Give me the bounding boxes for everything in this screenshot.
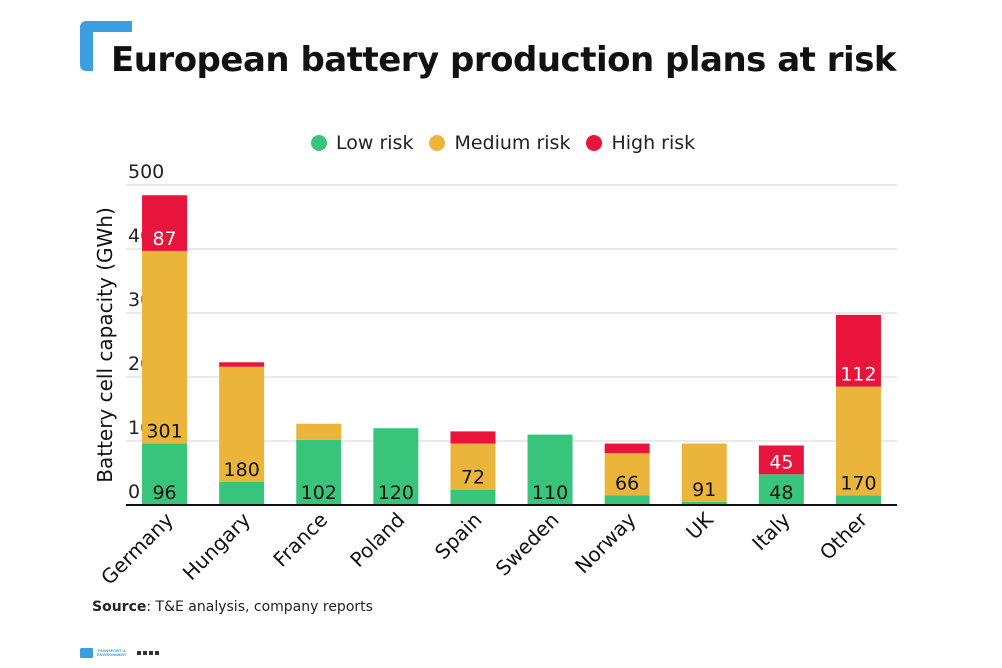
data-label: 120 <box>378 482 414 504</box>
te-logo-icon <box>80 648 93 658</box>
social-icon <box>149 651 153 655</box>
legend-label-low: Low risk <box>336 132 414 154</box>
bar-high-norway <box>604 443 650 454</box>
data-label: 102 <box>301 482 337 504</box>
legend-item-high: High risk <box>586 132 695 154</box>
legend-label-medium: Medium risk <box>454 132 571 154</box>
legend-item-low: Low risk <box>311 132 413 154</box>
bar-high-hungary <box>219 362 265 367</box>
bar-low-germany <box>142 443 188 505</box>
legend-item-medium: Medium risk <box>429 132 570 154</box>
bar-medium-other <box>835 386 881 496</box>
data-label: 110 <box>532 482 568 504</box>
footer-logo-text: TRANSPORT & ENVIRONMENT <box>97 648 127 657</box>
data-label: 91 <box>692 479 716 501</box>
x-tick-label: Germany <box>96 507 178 589</box>
data-label: 170 <box>840 472 876 494</box>
footer-logo: TRANSPORT & ENVIRONMENT <box>80 648 159 658</box>
social-icon <box>143 651 147 655</box>
bar-low-france <box>296 439 342 505</box>
bar-low-poland <box>373 428 419 505</box>
data-label: 48 <box>769 482 793 504</box>
x-tick-label: Poland <box>345 508 409 572</box>
data-label: 72 <box>461 467 485 489</box>
bar-high-germany <box>142 195 188 251</box>
legend-label-high: High risk <box>611 132 696 154</box>
bar-low-norway <box>604 495 650 505</box>
data-label: 180 <box>224 459 260 481</box>
data-label: 301 <box>146 421 182 443</box>
chart-legend: Low risk Medium risk High risk <box>311 131 695 155</box>
bar-medium-uk <box>681 443 727 502</box>
x-tick-label: Italy <box>747 507 795 555</box>
legend-swatch-medium <box>429 135 446 151</box>
social-icons <box>137 651 159 655</box>
bar-medium-hungary <box>219 366 265 482</box>
x-tick-label: France <box>268 508 332 572</box>
bar-low-spain <box>450 489 496 505</box>
source-text: : T&E analysis, company reports <box>146 599 373 615</box>
bar-medium-germany <box>142 250 188 444</box>
bar-medium-spain <box>450 443 496 490</box>
x-tick-label: Norway <box>570 507 641 578</box>
x-tick-label: Hungary <box>178 507 255 584</box>
data-label: 45 <box>769 451 793 473</box>
bar-low-italy <box>758 474 804 505</box>
corner-bracket-logo <box>80 21 132 71</box>
source-note: Source: T&E analysis, company reports <box>92 599 373 615</box>
bar-medium-france <box>296 423 342 440</box>
x-tick-label: Spain <box>430 508 486 564</box>
social-icon <box>155 651 159 655</box>
x-tick-label: UK <box>681 507 718 544</box>
data-label: 87 <box>152 228 176 250</box>
bar-high-other <box>835 314 881 387</box>
bar-low-hungary <box>219 481 265 505</box>
y-tick-label: 500 <box>128 161 164 183</box>
legend-swatch-high <box>586 135 603 151</box>
bar-high-italy <box>758 445 804 475</box>
social-icon <box>137 651 141 655</box>
y-tick-label: 0 <box>128 481 140 503</box>
bar-low-sweden <box>527 434 573 505</box>
bar-low-uk <box>681 501 727 505</box>
x-tick-label: Sweden <box>491 508 564 581</box>
source-label: Source <box>92 599 147 615</box>
bar-medium-norway <box>604 453 650 496</box>
bar-high-spain <box>450 431 496 444</box>
y-axis-label: Battery cell capacity (GWh) <box>93 207 117 483</box>
bar-low-other <box>835 495 881 505</box>
data-label: 66 <box>615 472 639 494</box>
page-title: European battery production plans at ris… <box>111 40 897 80</box>
data-label: 112 <box>840 364 876 386</box>
x-tick-label: Other <box>815 507 873 565</box>
data-label: 96 <box>152 482 176 504</box>
legend-swatch-low <box>311 135 327 151</box>
